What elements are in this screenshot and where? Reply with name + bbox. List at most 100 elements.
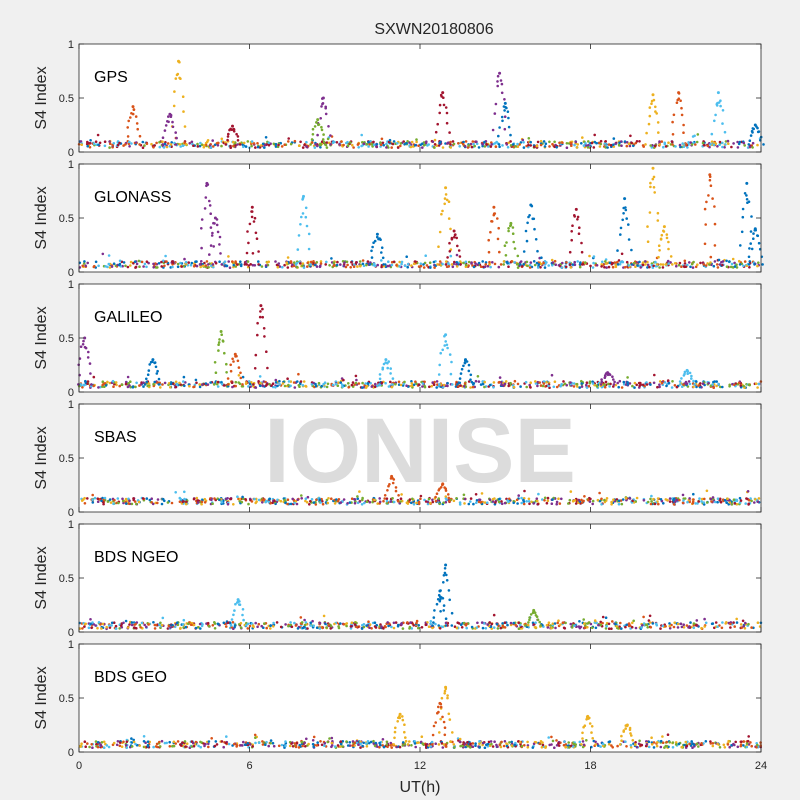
data-point [115, 743, 119, 747]
peak [243, 205, 260, 266]
data-point [509, 140, 512, 143]
data-point [529, 140, 532, 144]
data-point [334, 382, 338, 386]
data-point [620, 252, 624, 256]
data-point [497, 265, 501, 269]
data-point [342, 143, 345, 147]
data-point [118, 259, 122, 263]
peak-point [383, 494, 387, 497]
data-point [576, 143, 579, 146]
peak-max-point [498, 71, 502, 75]
data-point [150, 497, 153, 501]
data-point [629, 746, 633, 749]
peak-point [692, 379, 695, 383]
peak-point [87, 350, 90, 354]
peak-point [445, 579, 449, 582]
data-point [607, 743, 611, 746]
data-point [306, 265, 309, 268]
data-point [532, 742, 536, 746]
data-point [652, 497, 655, 501]
data-point [503, 382, 507, 386]
data-point [320, 743, 324, 747]
peak-point [442, 604, 446, 607]
data-point [508, 497, 511, 501]
data-point [112, 502, 115, 506]
data-point [661, 624, 665, 628]
data-point [578, 386, 581, 389]
data-point [519, 741, 522, 744]
data-point [174, 742, 177, 745]
data-point [166, 501, 170, 504]
peak-point [441, 209, 444, 213]
data-point [347, 386, 351, 389]
data-point [488, 621, 492, 624]
data-point [585, 381, 589, 385]
data-point [533, 263, 537, 267]
data-point [274, 145, 278, 148]
data-point [733, 261, 736, 265]
data-point [701, 141, 705, 145]
data-point [80, 742, 83, 745]
data-point [604, 146, 607, 149]
peak-max-point [503, 101, 507, 105]
data-point [539, 139, 543, 143]
data-point [743, 627, 747, 630]
data-point [134, 385, 137, 389]
data-point [647, 745, 651, 749]
data-point [461, 744, 464, 748]
peak-point [522, 250, 526, 253]
peak-point [450, 360, 453, 364]
data-point [392, 621, 396, 625]
data-point [92, 384, 95, 388]
peak-point [171, 120, 174, 124]
data-point [306, 261, 310, 265]
peak-point [241, 608, 245, 611]
peak-point [236, 139, 240, 142]
data-point [297, 384, 301, 387]
data-point [294, 745, 298, 749]
data-point [173, 625, 177, 629]
peak-point [745, 194, 748, 197]
data-point [462, 143, 465, 146]
data-point [86, 497, 89, 500]
data-point [674, 741, 678, 744]
y-tick-label: 1 [68, 279, 74, 291]
peak-point [167, 120, 170, 124]
data-point [474, 744, 477, 747]
peak-point [656, 211, 660, 215]
data-point [573, 143, 576, 147]
data-point [581, 740, 585, 743]
peak-point [713, 222, 717, 226]
data-point [712, 264, 716, 268]
data-point [96, 745, 100, 749]
peak-point [654, 110, 657, 113]
data-point [246, 260, 250, 263]
data-point [92, 375, 96, 379]
data-point [452, 499, 456, 503]
data-point [345, 260, 349, 264]
data-point [305, 501, 309, 504]
data-point [296, 627, 300, 630]
peak-point [503, 244, 507, 247]
data-point [97, 264, 100, 268]
data-point [441, 146, 445, 149]
data-points [79, 685, 762, 749]
data-point [364, 386, 368, 389]
data-point [390, 263, 394, 267]
data-point [574, 502, 578, 505]
peak [294, 194, 312, 266]
data-point [318, 498, 322, 502]
data-point [560, 266, 563, 269]
peak-point [448, 499, 451, 503]
data-point [151, 502, 155, 506]
data-point [81, 386, 84, 389]
data-point [300, 621, 304, 624]
data-point [646, 260, 649, 264]
peak-point [437, 373, 441, 376]
data-point [267, 141, 271, 144]
data-point [356, 265, 359, 268]
peak-point [379, 238, 382, 241]
peak-point [703, 242, 707, 246]
data-point [624, 497, 628, 500]
data-point [264, 743, 267, 746]
